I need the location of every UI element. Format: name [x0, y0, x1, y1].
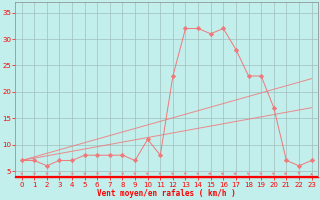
X-axis label: Vent moyen/en rafales ( km/h ): Vent moyen/en rafales ( km/h )	[97, 189, 236, 198]
